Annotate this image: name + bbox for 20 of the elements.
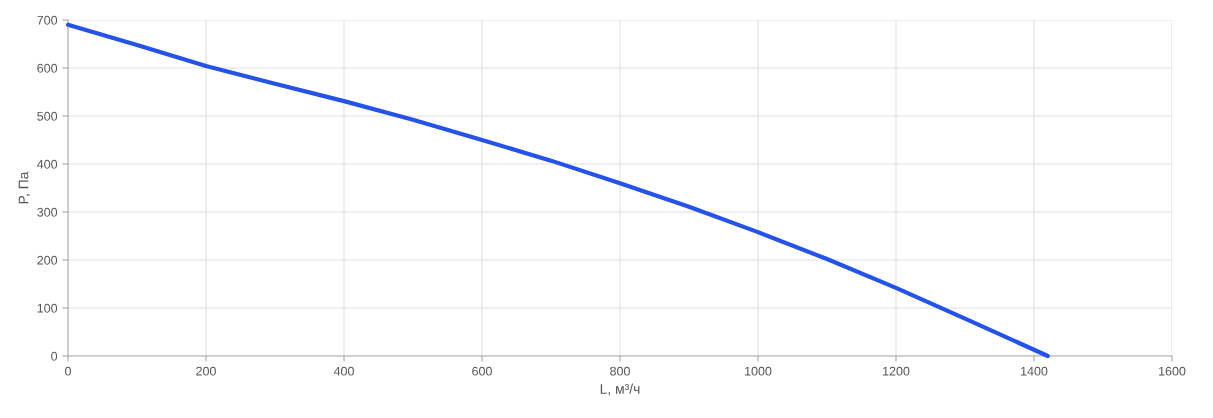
x-tick-label: 1000 xyxy=(745,366,772,376)
x-tick-label: 200 xyxy=(196,366,216,376)
y-tick-label: 0 xyxy=(51,351,58,361)
y-tick-label: 100 xyxy=(37,303,58,313)
y-tick-label: 500 xyxy=(37,111,58,121)
x-tick-label: 800 xyxy=(610,366,630,376)
y-tick-label: 300 xyxy=(37,207,58,217)
x-tick-label: 0 xyxy=(65,366,71,376)
x-tick-label: 1200 xyxy=(883,366,910,376)
x-tick-label: 400 xyxy=(333,366,354,376)
x-tick-label: 1600 xyxy=(1159,366,1186,376)
y-axis-title: P, Па xyxy=(18,171,31,204)
y-tick-label: 700 xyxy=(37,15,58,25)
y-tick-label: 600 xyxy=(37,63,58,73)
y-tick-label: 400 xyxy=(37,159,58,169)
x-tick-label: 1400 xyxy=(1021,366,1048,376)
y-tick-label: 200 xyxy=(37,255,58,265)
x-axis-title: L, м³/ч xyxy=(600,383,640,396)
line-series xyxy=(65,22,1050,359)
x-tick-label: 600 xyxy=(472,366,492,376)
